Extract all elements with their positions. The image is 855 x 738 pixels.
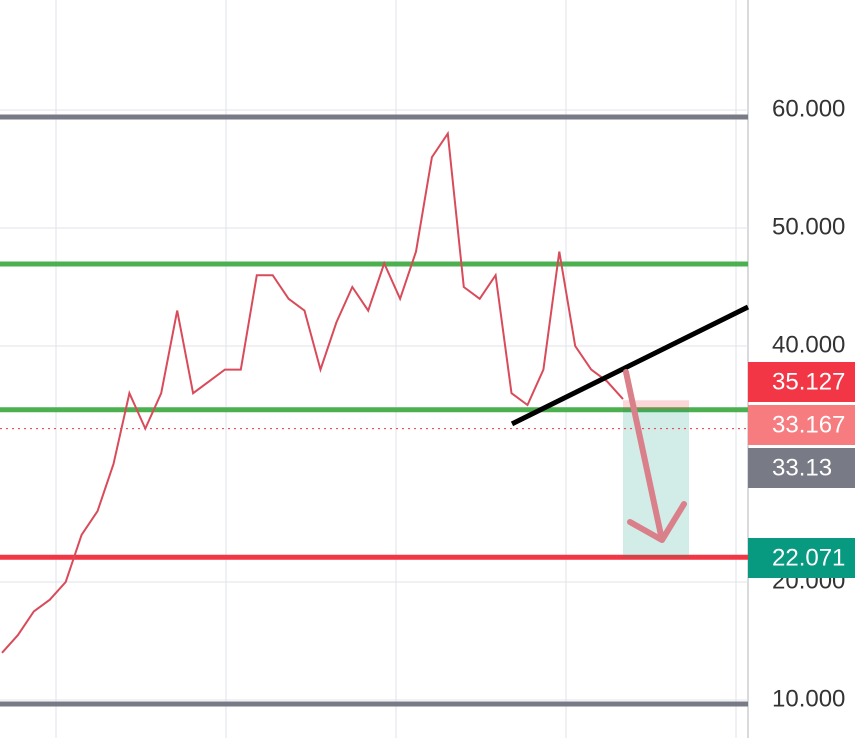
target-zone: [623, 409, 689, 558]
y-tick-label: 10.000: [772, 685, 845, 712]
vertical-grid: [55, 0, 737, 738]
price-badge-label: 35.127: [772, 368, 845, 395]
price-badge-label: 33.167: [772, 411, 845, 438]
arrow: [623, 369, 687, 543]
price-badge-label: 33.13: [772, 454, 832, 481]
price-badge: [748, 538, 855, 578]
y-tick-label: 50.000: [772, 213, 845, 240]
price-badge: [748, 448, 855, 488]
stop-zone: [623, 400, 689, 410]
y-tick-label: 60.000: [772, 95, 845, 122]
price-badge: [748, 362, 855, 402]
price-badge-label: 22.071: [772, 544, 845, 571]
price-line: [1, 130, 624, 654]
price-badge: [748, 405, 855, 445]
y-tick-label: 40.000: [772, 331, 845, 358]
trendline: [510, 304, 750, 427]
